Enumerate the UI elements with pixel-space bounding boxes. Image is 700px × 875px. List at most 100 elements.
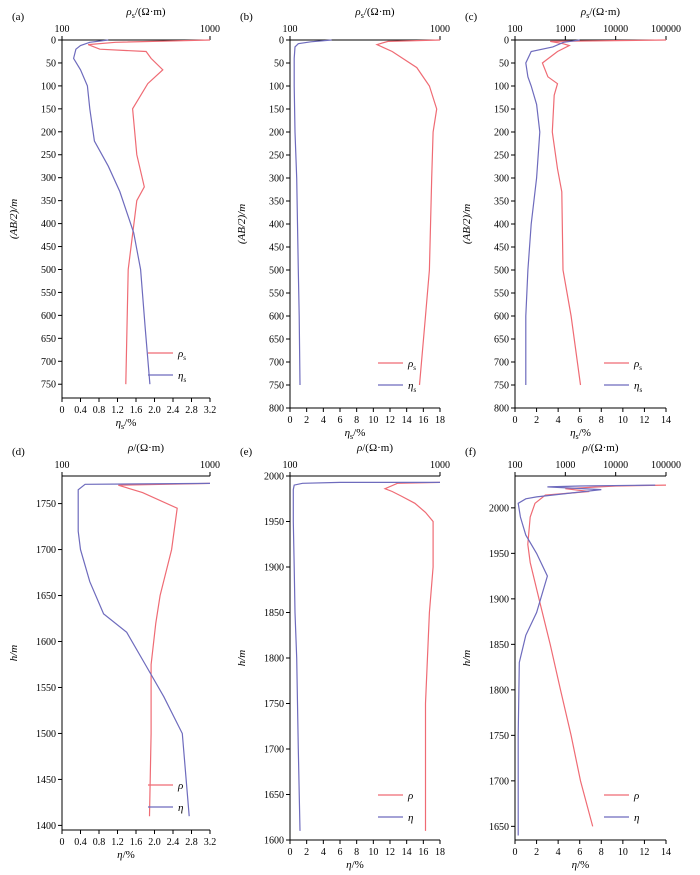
bottom-axis-title: ηs/% (570, 427, 591, 441)
y-tick-label: 650 (494, 335, 509, 346)
bottom-axis-title: ηs/% (345, 427, 366, 441)
y-tick-label: 350 (41, 196, 56, 207)
series-line-rho (118, 482, 211, 817)
y-tick-label: 1750 (36, 499, 56, 510)
y-tick-label: 200 (41, 127, 56, 138)
bottom-tick-label: 2 (534, 847, 539, 858)
bottom-tick-label: 14 (661, 415, 671, 426)
top-tick-label: 1000 (200, 24, 220, 35)
series-line-rho (375, 39, 441, 386)
legend-label: ηs (634, 380, 642, 394)
y-tick-label: 400 (269, 220, 284, 231)
bottom-tick-label: 1.2 (111, 405, 124, 416)
y-tick-label: 550 (41, 288, 56, 299)
top-tick-label: 1000 (555, 24, 575, 35)
bottom-tick-label: 12 (639, 415, 649, 426)
legend-label: ρ (633, 790, 639, 802)
bottom-tick-label: 2.0 (148, 837, 161, 848)
top-axis-title-text: ρs/(Ω·m) (580, 6, 621, 20)
bottom-tick-label: 16 (418, 415, 428, 426)
top-axis-title-text: ρ/(Ω·m) (127, 442, 164, 454)
bottom-tick-label: 14 (402, 847, 412, 858)
bottom-axis-title-suffix: /% (124, 417, 136, 429)
bottom-tick-label: 6 (577, 847, 582, 858)
y-tick-label: 500 (41, 265, 56, 276)
top-axis-title-main: ρ (581, 442, 587, 454)
bottom-axis-title-text: η/% (346, 859, 364, 871)
bottom-axis-title-main: η (117, 849, 122, 861)
top-axis-title-main: ρ (125, 6, 131, 18)
top-axis-title-suffix: /(Ω·m) (135, 6, 166, 18)
top-tick-label: 100000 (651, 24, 681, 35)
y-tick-label: 1850 (264, 608, 284, 619)
bottom-tick-label: 0 (513, 415, 518, 426)
bottom-tick-label: 2.8 (185, 837, 198, 848)
top-tick-label: 100 (508, 24, 523, 35)
bottom-tick-label: 10 (618, 415, 628, 426)
legend-label-main: η (634, 380, 639, 392)
panel-label: (a) (12, 11, 25, 23)
y-tick-label: 100 (269, 82, 284, 93)
y-tick-label: 1750 (489, 731, 509, 742)
y-tick-label: 650 (269, 335, 284, 346)
bottom-tick-label: 10 (368, 415, 378, 426)
panel-label: (d) (12, 446, 25, 458)
top-axis-title-suffix: /(Ω·m) (588, 442, 619, 454)
top-tick-label: 1000 (430, 460, 450, 471)
series-line-rho (87, 39, 211, 385)
bottom-tick-label: 6 (338, 847, 343, 858)
bottom-axis-title: η/% (346, 859, 364, 871)
bottom-tick-label: 0 (288, 847, 293, 858)
y-tick-label: 500 (494, 266, 509, 277)
top-axis-title-main: ρ (127, 442, 133, 454)
legend-label: ρs (407, 358, 416, 372)
legend-label: η (408, 812, 413, 824)
bottom-tick-label: 3.2 (204, 837, 217, 848)
bottom-axis-title-main: η (345, 427, 350, 439)
bottom-axis-title-suffix: /% (579, 427, 591, 439)
top-tick-label: 100 (508, 460, 523, 471)
bottom-tick-label: 14 (661, 847, 671, 858)
bottom-tick-label: 12 (385, 847, 395, 858)
bottom-tick-label: 1.2 (111, 837, 124, 848)
y-tick-label: 600 (494, 312, 509, 323)
bottom-tick-label: 10 (618, 847, 628, 858)
bottom-tick-label: 2.4 (167, 837, 180, 848)
y-tick-label: 1900 (264, 563, 284, 574)
legend-label-sub: s (183, 354, 186, 362)
y-tick-label: 100 (41, 81, 56, 92)
top-axis-title: ρ/(Ω·m) (127, 442, 164, 454)
y-tick-label: 750 (494, 381, 509, 392)
bottom-axis-title-sub: s (576, 432, 579, 441)
top-axis-title: ρs/(Ω·m) (125, 6, 166, 20)
y-tick-label: 50 (46, 58, 56, 69)
bottom-tick-label: 2 (534, 415, 539, 426)
top-axis-title-text: ρs/(Ω·m) (125, 6, 166, 20)
top-tick-label: 10000 (603, 24, 628, 35)
bottom-tick-label: 8 (599, 847, 604, 858)
y-tick-label: 350 (269, 197, 284, 208)
legend-label-main: ρ (177, 780, 183, 792)
y-tick-label: 1700 (264, 745, 284, 756)
bottom-tick-label: 0.8 (93, 405, 106, 416)
legend-label: ρ (407, 790, 413, 802)
y-tick-label: 100 (494, 82, 509, 93)
bottom-axis-title-text: η/% (572, 859, 590, 871)
bottom-tick-label: 14 (402, 415, 412, 426)
panel-label: (c) (465, 11, 478, 23)
y-axis-title: (AB/2)/m (461, 204, 473, 244)
y-tick-label: 2000 (489, 503, 509, 514)
legend-label-sub: s (413, 364, 416, 372)
y-tick-label: 1600 (264, 836, 284, 847)
top-axis-title: ρ/(Ω·m) (356, 442, 393, 454)
legend-label-main: η (408, 380, 413, 392)
legend-label-main: η (178, 802, 183, 814)
bottom-tick-label: 2 (304, 415, 309, 426)
y-tick-label: 700 (269, 358, 284, 369)
y-tick-label: 0 (51, 36, 56, 47)
y-tick-label: 700 (494, 358, 509, 369)
y-axis-title: h/m (461, 650, 473, 667)
bottom-tick-label: 4 (556, 415, 561, 426)
bottom-axis-title: η/% (572, 859, 590, 871)
